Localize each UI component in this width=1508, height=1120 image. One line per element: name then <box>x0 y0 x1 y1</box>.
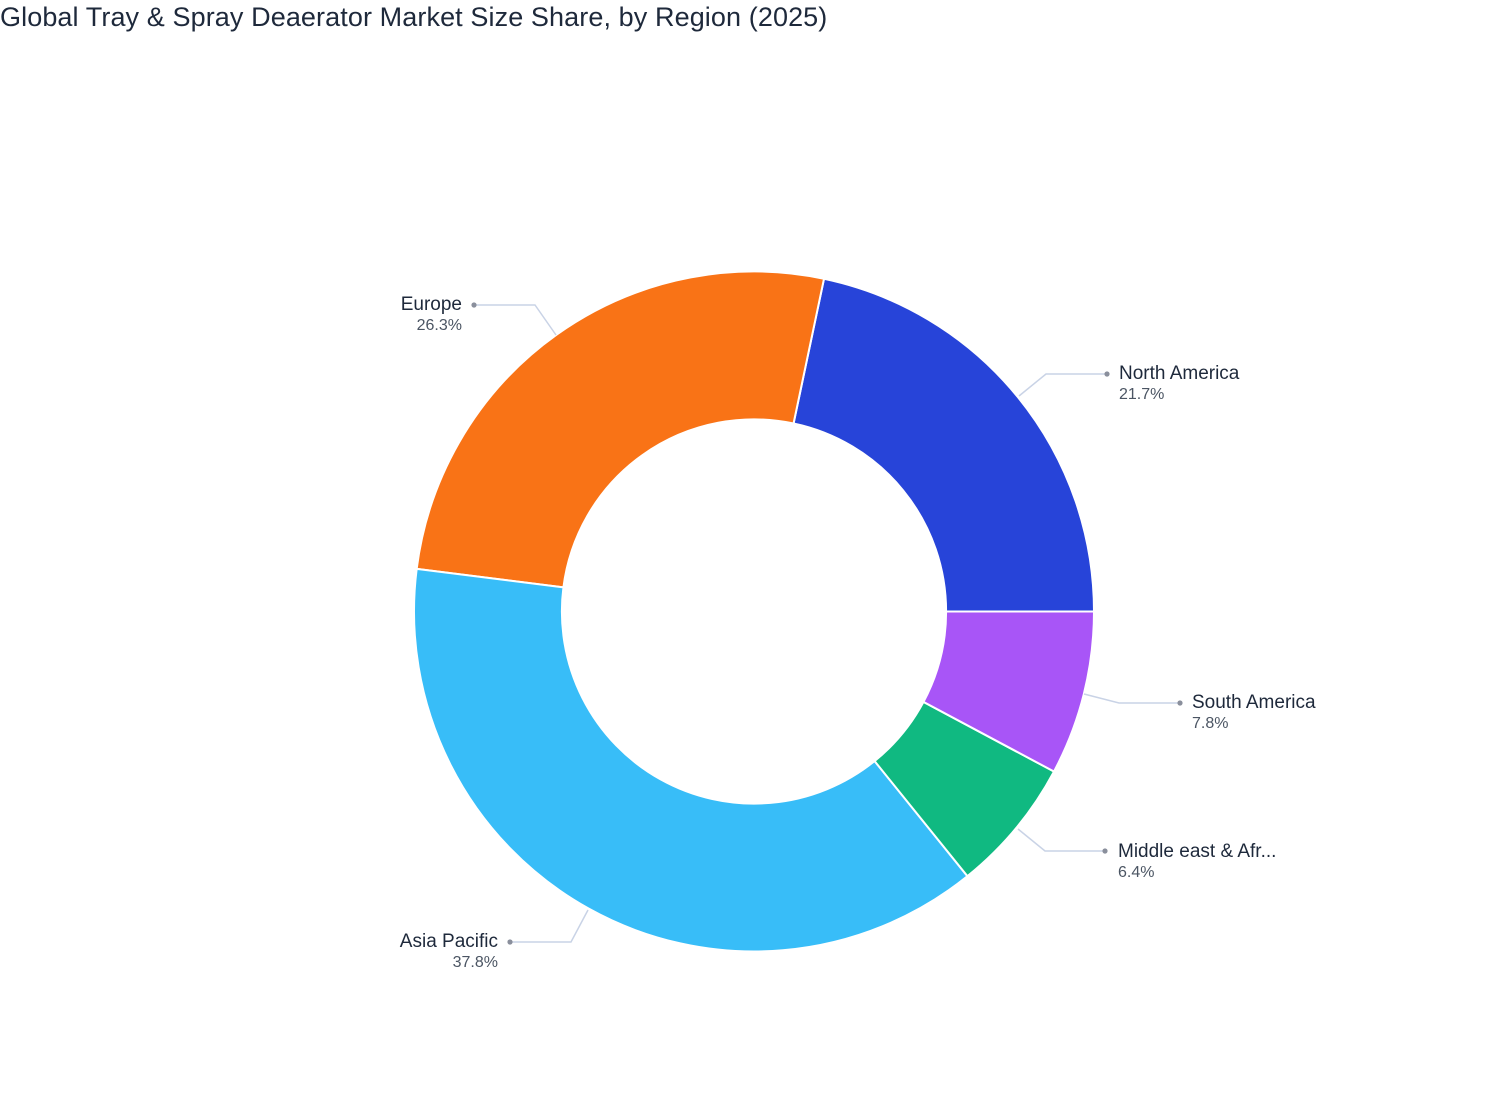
label-south-america: South America 7.8% <box>1192 692 1316 734</box>
leader-line-europe <box>474 304 557 336</box>
label-south-america-percent: 7.8% <box>1192 715 1229 732</box>
leader-line-south-america <box>1083 693 1180 704</box>
label-europe-name: Europe <box>400 294 462 315</box>
leader-line-asia-pacific <box>510 909 589 943</box>
label-middle-east-africa: Middle east & Afr... 6.4% <box>1118 841 1276 883</box>
label-south-america-name: South America <box>1192 692 1316 713</box>
leader-dot-south-america <box>1177 700 1183 706</box>
donut-slices <box>413 270 1096 953</box>
label-north-america: North America 21.7% <box>1119 363 1239 405</box>
leader-line-north-america <box>1018 373 1107 397</box>
leader-line-middle-east-africa <box>1017 828 1105 852</box>
slice-north-america[interactable] <box>792 277 1096 613</box>
chart-title: Global Tray & Spray Deaerator Market Siz… <box>0 2 828 32</box>
slice-europe[interactable] <box>415 270 826 589</box>
leader-dot-middle-east-africa <box>1102 848 1108 854</box>
slice-asia-pacific[interactable] <box>413 567 969 953</box>
label-europe: Europe 26.3% <box>401 294 462 336</box>
leader-dot-north-america <box>1104 371 1110 377</box>
label-north-america-name: North America <box>1119 363 1240 384</box>
label-asia-pacific: Asia Pacific 37.8% <box>400 931 498 973</box>
label-north-america-percent: 21.7% <box>1119 386 1165 403</box>
label-asia-pacific-percent: 37.8% <box>452 954 498 971</box>
leader-dot-europe <box>471 302 477 308</box>
leader-dot-asia-pacific <box>507 939 513 945</box>
leader-lines <box>471 302 1183 945</box>
label-asia-pacific-name: Asia Pacific <box>399 931 498 952</box>
label-europe-percent: 26.3% <box>416 317 462 334</box>
slice-south-america[interactable] <box>922 610 1096 773</box>
label-middle-east-africa-name: Middle east & Afr... <box>1118 841 1277 862</box>
label-middle-east-africa-percent: 6.4% <box>1118 864 1155 881</box>
